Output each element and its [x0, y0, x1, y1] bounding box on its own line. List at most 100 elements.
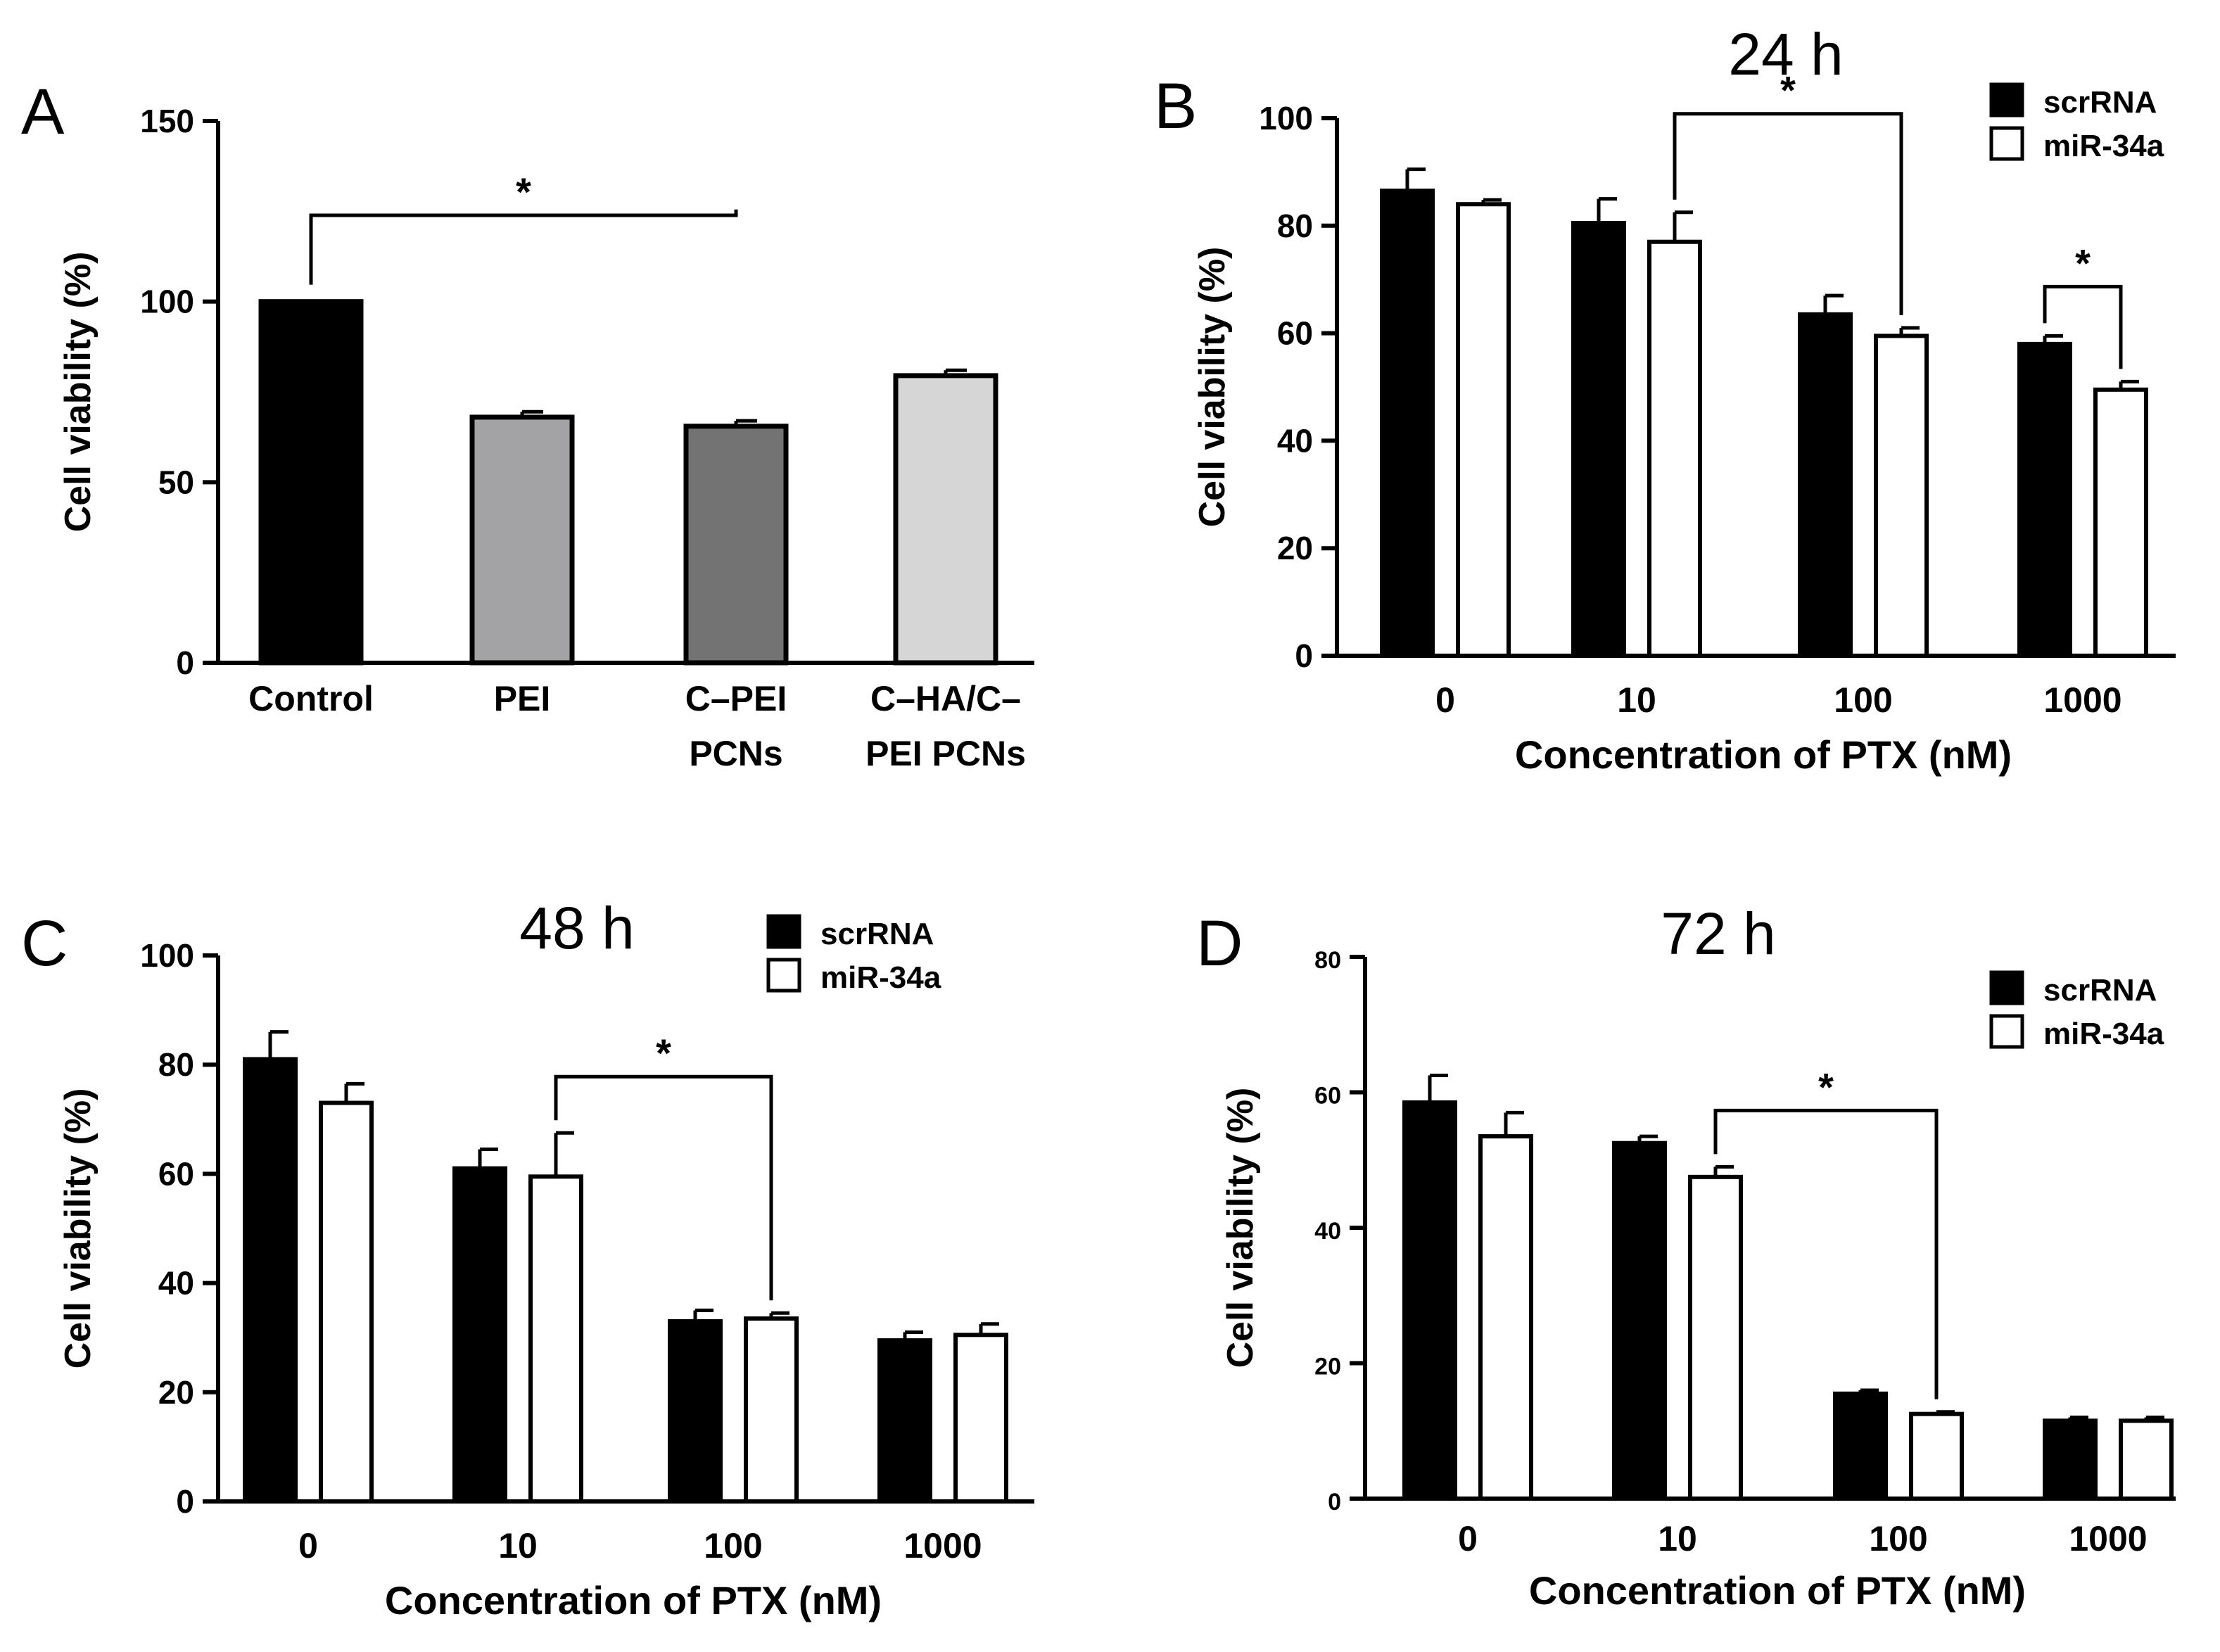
bar-scrRNA-100: [668, 1319, 723, 1504]
y-tick-label: 60: [1314, 1083, 1341, 1110]
y-tick-label: 50: [158, 464, 194, 500]
y-tick-label: 0: [176, 644, 194, 681]
panel-D: D 72 h 0 20 40 60 80 Cell viability (%) Concentr…: [1196, 901, 2176, 1613]
bar-miR-34a-1000: [2119, 1418, 2174, 1501]
x-tick-label: 10: [1617, 680, 1656, 720]
legend-label-miR-34a: miR-34a: [2043, 1017, 2164, 1051]
x-tick-label: Control: [248, 679, 374, 718]
legend-swatch-scrRNA: [766, 914, 801, 949]
legend-swatch-miR-34a: [1989, 126, 2024, 161]
y-axis-label: Cell viability (%): [1220, 1088, 1261, 1368]
y-tick-label: 0: [1295, 637, 1313, 674]
legend-label-miR-34a: miR-34a: [2043, 129, 2164, 163]
y-axis-label: Cell viability (%): [1192, 247, 1233, 528]
x-tick-label: PCNs: [689, 734, 782, 773]
bar-miR-34a-0: [319, 1100, 374, 1504]
x-axis-label: Concentration of PTX (nM): [1515, 732, 2012, 777]
y-tick-label: 40: [1314, 1218, 1341, 1245]
x-tick-label: 10: [1658, 1519, 1697, 1558]
x-tick-label: C–PEI: [685, 679, 787, 718]
bar-miR-34a-10: [528, 1174, 583, 1504]
significance-bracket: [2043, 284, 2123, 369]
y-tick-label: 20: [1314, 1354, 1341, 1380]
legend-label-scrRNA: scrRNA: [2043, 973, 2157, 1008]
bar-scrRNA-0: [1380, 189, 1435, 658]
y-tick-label: 20: [1277, 530, 1313, 566]
y-tick-label: 0: [1328, 1489, 1341, 1516]
significance-bracket: [554, 1074, 773, 1301]
y-tick-label: 100: [140, 284, 194, 320]
significance-star: *: [516, 170, 531, 214]
legend-label-scrRNA: scrRNA: [2043, 85, 2157, 120]
x-tick-label: 0: [298, 1526, 318, 1565]
bar-miR-34a-1000: [953, 1333, 1008, 1504]
y-tick-label: 80: [158, 1046, 194, 1083]
legend-swatch-scrRNA: [1989, 970, 2024, 1005]
bar-scrRNA-0: [1402, 1100, 1457, 1501]
panel-letter: D: [1196, 908, 1243, 979]
x-tick-label: PEI: [494, 679, 551, 718]
bar-scrRNA-0: [243, 1057, 298, 1504]
significance-star: *: [2075, 241, 2091, 285]
chart-title: 24 h: [1728, 21, 1844, 87]
bar-scrRNA-1000: [877, 1338, 932, 1504]
y-tick-label: 0: [176, 1483, 194, 1520]
bar-0: [258, 299, 364, 666]
y-tick-label: 40: [158, 1265, 194, 1302]
x-tick-label: 100: [1869, 1519, 1927, 1558]
y-tick-label: 100: [1259, 100, 1313, 136]
bar-scrRNA-100: [1833, 1391, 1888, 1501]
significance-star: *: [1818, 1065, 1834, 1109]
x-tick-label: 1000: [2069, 1519, 2147, 1558]
x-tick-label: 100: [1834, 680, 1892, 720]
bar-scrRNA-1000: [2043, 1418, 2098, 1501]
y-tick-label: 150: [140, 103, 194, 139]
bar-miR-34a-0: [1478, 1134, 1533, 1501]
y-tick-label: 80: [1277, 208, 1313, 244]
x-tick-label: C–HA/C–: [870, 679, 1021, 718]
panel-letter: B: [1154, 70, 1197, 142]
x-tick-label: 0: [1435, 680, 1455, 720]
x-tick-label: 0: [1458, 1519, 1478, 1558]
significance-bracket: [309, 209, 738, 285]
chart-title: 48 h: [519, 895, 635, 961]
y-tick-label: 60: [1277, 315, 1313, 352]
panel-letter: A: [21, 76, 65, 148]
bar-1: [469, 414, 575, 666]
x-axis-label: Concentration of PTX (nM): [385, 1578, 882, 1622]
bar-miR-34a-10: [1688, 1174, 1743, 1501]
bar-scrRNA-10: [1612, 1140, 1667, 1501]
bar-miR-34a-10: [1647, 239, 1702, 659]
legend-label-miR-34a: miR-34a: [820, 960, 941, 995]
y-axis-label: Cell viability (%): [58, 252, 99, 533]
x-tick-label: 10: [498, 1526, 538, 1565]
x-tick-label: PEI PCNs: [865, 734, 1026, 773]
bar-miR-34a-100: [1909, 1411, 1964, 1501]
significance-bracket: [1673, 112, 1903, 315]
x-axis-label: Concentration of PTX (nM): [1529, 1568, 2026, 1613]
panel-letter: C: [21, 908, 68, 979]
bar-scrRNA-1000: [2017, 341, 2072, 658]
significance-star: *: [656, 1031, 671, 1075]
significance-bracket: [1713, 1108, 1939, 1399]
x-tick-label: 1000: [2043, 680, 2121, 720]
panel-A: A 0 50 100 150 Cell viability (%) Control PEI C–…: [21, 76, 1034, 773]
y-tick-label: 20: [158, 1374, 194, 1411]
bar-scrRNA-10: [1571, 220, 1626, 659]
y-tick-label: 40: [1277, 422, 1313, 459]
x-tick-label: 1000: [903, 1526, 982, 1565]
legend-label-scrRNA: scrRNA: [820, 917, 934, 951]
bar-miR-34a-100: [1874, 333, 1929, 658]
bar-2: [683, 424, 789, 666]
y-tick-label: 60: [158, 1155, 194, 1192]
chart-title: 72 h: [1661, 901, 1776, 967]
legend-swatch-miR-34a: [766, 958, 801, 993]
legend-swatch-miR-34a: [1989, 1014, 2024, 1049]
y-tick-label: 100: [140, 937, 194, 974]
legend-swatch-scrRNA: [1989, 82, 2024, 117]
bar-3: [893, 373, 998, 666]
y-axis-label: Cell viability (%): [58, 1088, 99, 1369]
